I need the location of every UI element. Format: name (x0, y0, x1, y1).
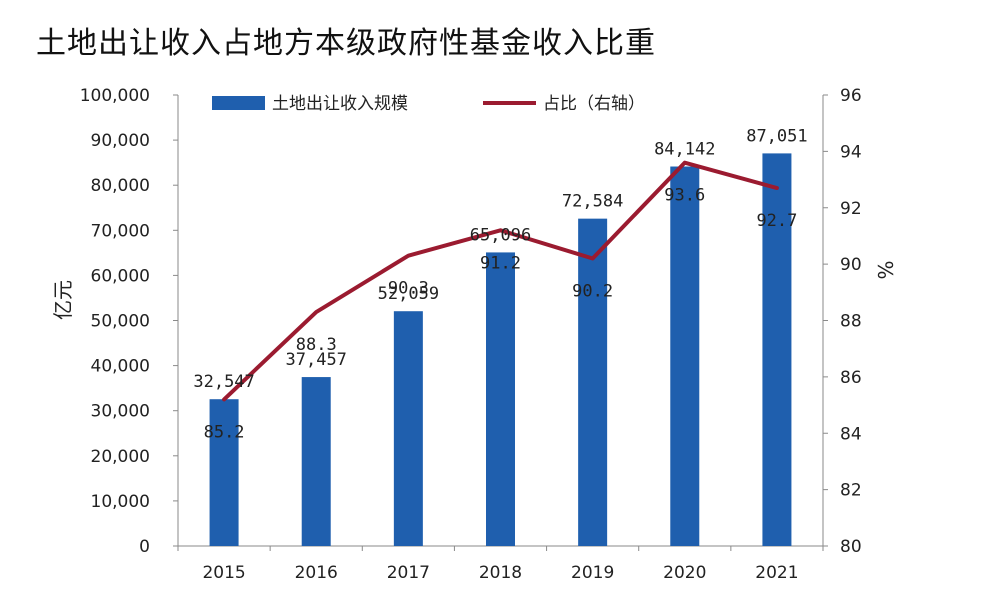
left-tick-label: 30,000 (91, 402, 150, 422)
x-tick-label: 2018 (479, 563, 522, 583)
line-value-label: 90.2 (572, 281, 613, 301)
right-tick-label: 88 (840, 312, 862, 332)
bar (393, 311, 423, 546)
line-series (222, 160, 779, 402)
x-tick-label: 2017 (387, 563, 430, 583)
axes: 0 10,000 20,000 30,000 40,000 50,000 60,000 70,… (51, 86, 897, 583)
y-axis-left-title: 亿元 (51, 280, 75, 320)
data-labels: 32,547 37,457 52,059 65,096 72,584 84,142 87,0… (193, 126, 807, 442)
x-tick-label: 2019 (571, 563, 614, 583)
legend-swatch-bars (212, 96, 265, 110)
left-tick-label: 90,000 (91, 131, 150, 151)
line-value-label: 91.2 (480, 253, 521, 273)
bar-value-label: 52,059 (378, 284, 439, 304)
right-tick-label: 94 (840, 142, 862, 162)
legend-label-bars: 土地出让收入规模 (272, 94, 408, 114)
legend-label-line: 占比（右轴） (543, 94, 645, 114)
bar-value-label: 37,457 (286, 350, 347, 370)
right-tick-label: 82 (840, 481, 862, 501)
bar (578, 218, 608, 546)
bar (762, 153, 792, 546)
bar (301, 377, 331, 546)
bar-value-label: 65,096 (470, 225, 531, 245)
right-tick-label: 96 (840, 86, 862, 106)
x-tick-label: 2016 (295, 563, 338, 583)
left-tick-label: 60,000 (91, 266, 150, 286)
left-tick-label: 50,000 (91, 312, 150, 332)
line-value-label: 88.3 (296, 335, 337, 355)
left-tick-label: 100,000 (80, 86, 150, 106)
chart-title: 土地出让收入占地方本级政府性基金收入比重 (36, 26, 656, 61)
line-value-label: 93.6 (664, 186, 705, 206)
bar (486, 252, 515, 546)
right-tick-label: 80 (840, 537, 862, 557)
left-tick-label: 80,000 (91, 176, 150, 196)
right-tick-label: 92 (840, 199, 862, 219)
right-tick-label: 86 (840, 368, 862, 388)
x-tick-label: 2020 (663, 563, 706, 583)
line-value-label: 85.2 (204, 422, 245, 442)
x-tick-label: 2015 (202, 563, 245, 583)
left-tick-label: 20,000 (91, 447, 150, 467)
legend: 土地出让收入规模 占比（右轴） (212, 94, 645, 114)
x-tick-label: 2021 (755, 563, 798, 583)
right-tick-label: 84 (840, 424, 862, 444)
bar-series (209, 153, 792, 546)
bar (209, 399, 239, 546)
bar (670, 166, 700, 546)
line-value-label: 92.7 (756, 211, 797, 231)
left-tick-label: 0 (139, 537, 150, 557)
left-tick-label: 10,000 (91, 492, 150, 512)
bar-value-label: 72,584 (562, 192, 623, 212)
bar-value-label: 32,547 (193, 372, 254, 392)
right-tick-label: 90 (840, 255, 862, 275)
bar-value-label: 87,051 (746, 126, 807, 146)
line-value-label: 90.3 (388, 279, 429, 299)
left-tick-label: 70,000 (91, 221, 150, 241)
left-tick-label: 40,000 (91, 357, 150, 377)
y-axis-right-title: % (873, 260, 897, 279)
bar-value-label: 84,142 (654, 140, 715, 160)
